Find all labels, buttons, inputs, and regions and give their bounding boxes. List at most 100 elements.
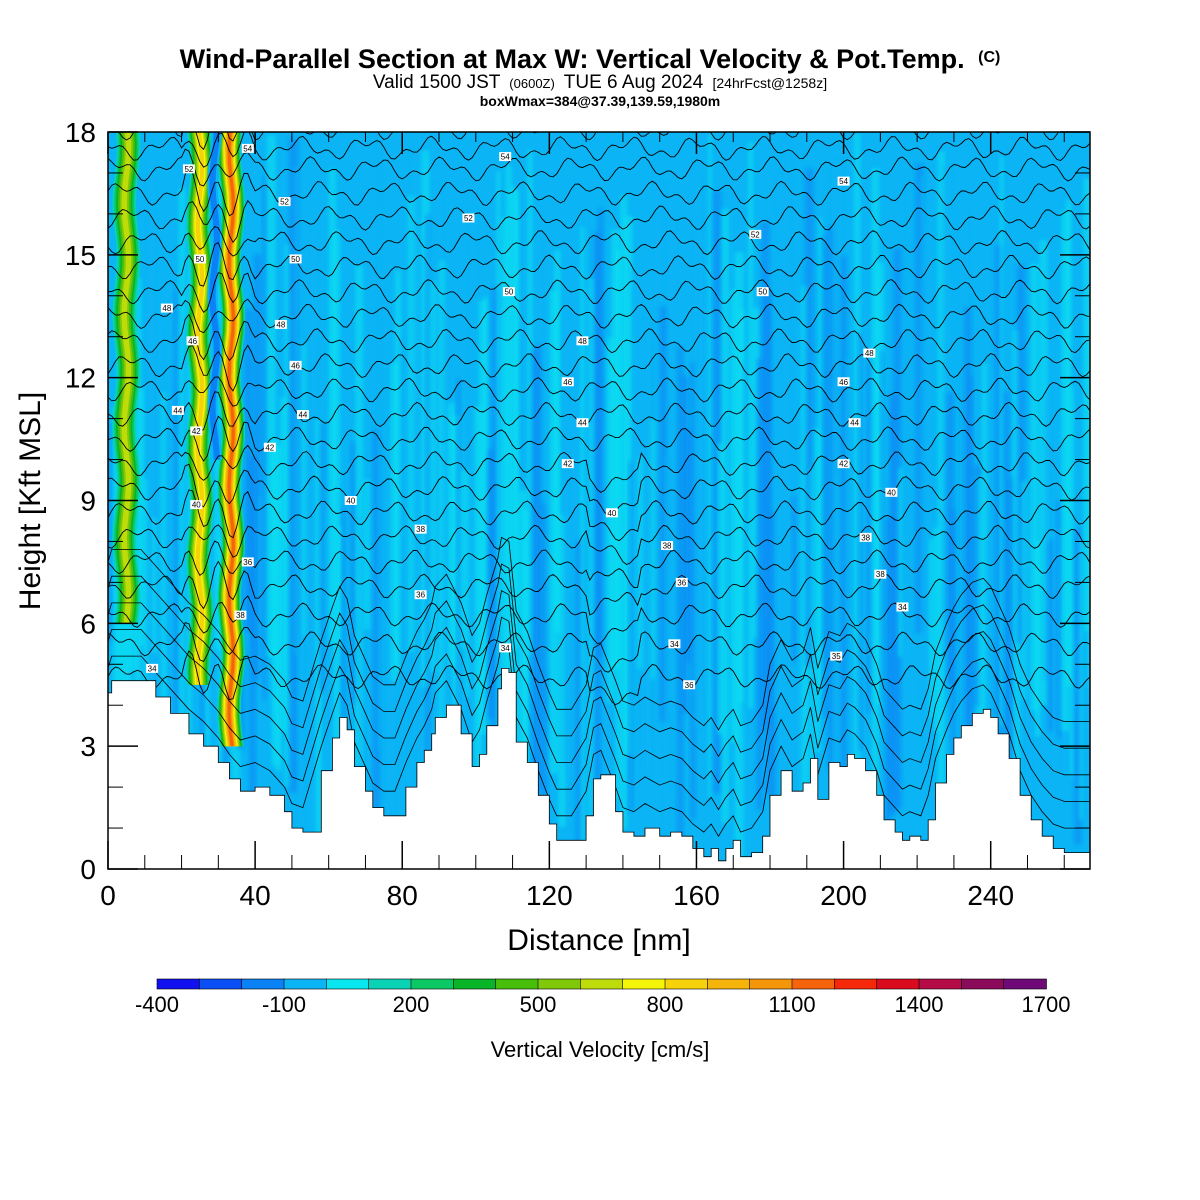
velocity-stripe	[491, 287, 500, 815]
velocity-stripe	[1087, 314, 1090, 689]
colorbar-segment	[961, 978, 1005, 990]
contour-label-bg	[414, 590, 427, 600]
velocity-stripe	[937, 151, 946, 867]
velocity-stripe	[642, 321, 650, 775]
velocity-stripe	[681, 376, 688, 714]
velocity-stripe	[527, 149, 533, 656]
colorbar-segment	[368, 978, 412, 990]
velocity-stripe	[787, 519, 793, 715]
colorbar-segment	[876, 978, 920, 990]
velocity-stripe	[672, 378, 678, 784]
contour-label: 42	[192, 427, 201, 436]
contour-label: 34	[670, 640, 679, 649]
velocity-stripe	[514, 190, 519, 646]
colorbar-tick-label: 1100	[768, 992, 815, 1017]
contour-label: 36	[243, 558, 252, 567]
contour-label: 54	[501, 153, 510, 162]
plume-level	[195, 132, 205, 685]
contour-label-bg	[414, 524, 427, 534]
terrain-mask	[108, 668, 1090, 869]
velocity-stripe	[1061, 210, 1070, 731]
velocity-stripe	[708, 134, 713, 798]
contour-label: 35	[832, 652, 841, 661]
velocity-stripe	[271, 439, 279, 766]
velocity-stripe	[1030, 263, 1039, 712]
contour-label: 46	[839, 378, 848, 387]
velocity-stripe	[849, 471, 855, 844]
x-tick-label: 120	[526, 880, 573, 911]
theta-contour-lower	[108, 536, 1090, 731]
velocity-stripe	[650, 419, 656, 680]
contour-label: 52	[751, 230, 760, 239]
contour-label: 38	[861, 533, 870, 542]
plume-level	[209, 132, 220, 460]
contour-label-bg	[234, 610, 247, 620]
velocity-stripe	[880, 350, 885, 703]
y-tick-label: 12	[65, 363, 96, 394]
velocity-stripe	[593, 232, 602, 827]
contour-label: 54	[243, 144, 252, 153]
colorbar-tick-label: 200	[393, 992, 430, 1017]
x-tick-label: 80	[387, 880, 418, 911]
velocity-stripe	[730, 289, 738, 743]
velocity-stripe	[624, 215, 633, 755]
y-tick-label: 18	[65, 117, 96, 148]
velocity-stripe	[372, 429, 381, 850]
velocity-stripe	[536, 344, 542, 790]
velocity-stripe	[721, 209, 729, 824]
velocity-stripe	[562, 318, 569, 764]
contour-label: 46	[188, 337, 197, 346]
velocity-stripe	[522, 509, 528, 856]
theta-contour	[108, 540, 1090, 589]
velocity-stripe	[915, 163, 924, 633]
velocity-stripe	[677, 346, 684, 856]
velocity-stripe	[1017, 265, 1025, 644]
contour-label-bg	[289, 254, 302, 264]
y-tick-label: 15	[65, 240, 96, 271]
colorbar-segment	[410, 978, 455, 990]
contour-labels: 34 34 34 35 34 36 36 36 38 36 38 38 38 38 40 40 40 40 42 42…	[146, 143, 909, 690]
velocity-stripe	[659, 306, 667, 722]
contour-label-bg	[146, 663, 159, 673]
velocity-stripe	[774, 335, 782, 713]
velocity-stripe	[898, 467, 904, 658]
theta-contour	[108, 463, 1090, 517]
contour-label: 44	[173, 406, 182, 415]
y-tick-label: 3	[80, 731, 96, 762]
velocity-stripe	[416, 401, 426, 850]
velocity-stripe	[933, 527, 941, 732]
colorbar-tick-label: 800	[647, 992, 684, 1017]
contour-label: 44	[578, 419, 587, 428]
velocity-stripe	[355, 265, 364, 766]
contour-label: 42	[265, 443, 274, 452]
velocity-stripe	[465, 469, 470, 698]
velocity-stripe	[262, 175, 267, 701]
velocity-stripe	[999, 156, 1004, 727]
contour-label-bg	[499, 643, 512, 653]
velocity-stripe	[147, 157, 155, 797]
velocity-stripe	[964, 307, 972, 761]
plume-level	[227, 132, 235, 747]
y-tick-label: 6	[80, 608, 96, 639]
velocity-stripe	[606, 337, 616, 703]
contour-label-bg	[561, 459, 574, 469]
contour-label: 38	[416, 525, 425, 534]
velocity-stripe	[959, 213, 969, 767]
colorbar-segment	[495, 978, 539, 990]
theta-contour	[108, 560, 1090, 616]
velocity-stripe	[584, 215, 589, 646]
colorbar-segment	[453, 978, 497, 990]
colorbar-segment	[834, 978, 878, 990]
velocity-stripe	[725, 415, 730, 636]
velocity-stripe	[928, 539, 935, 719]
x-tick-label: 160	[673, 880, 720, 911]
contour-label: 38	[236, 611, 245, 620]
contour-label-bg	[885, 487, 898, 497]
contour-label-bg	[502, 287, 515, 297]
contour-label: 50	[195, 255, 204, 264]
contour-label: 36	[677, 578, 686, 587]
subtitle-utc: (0600Z)	[509, 76, 555, 91]
contour-label-bg	[576, 418, 589, 428]
velocity-stripe	[845, 358, 852, 628]
